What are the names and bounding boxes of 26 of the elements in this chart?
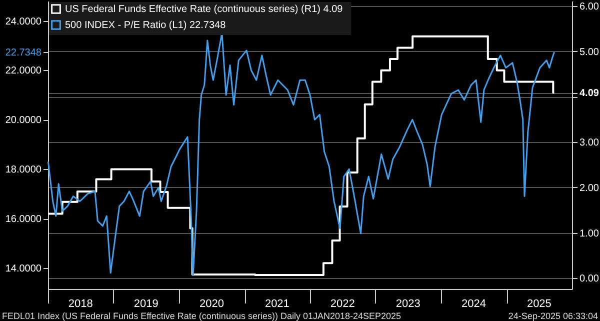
x-tick-label: 2020 [199,298,224,310]
y-tick-label: 16.0000 [5,214,42,226]
text: 24-Sep-2025 06:33:04 [508,311,598,321]
y2-tick-label: 6.00 [580,1,600,12]
legend-label: 500 INDEX - P/E Ratio (L1) 22.7348 [65,20,226,31]
y2-tick-label: 4.09 [580,88,600,100]
x-tick-label: 2023 [396,298,420,310]
x-tick-label: 2022 [330,298,355,310]
y2-tick-label: 5.00 [580,46,600,58]
y2-tick-label: 0.00 [580,274,600,285]
y-tick-label: 22.7348 [5,48,42,59]
y2-tick-label: 3.00 [580,138,600,149]
legend-label: US Federal Funds Effective Rate (continuous series) (R1) 4.09 [65,4,344,15]
x-tick-label: 2021 [264,298,290,310]
y2-tick-label: 1.00 [580,228,600,240]
x-tick-label: 2025 [526,298,552,310]
x-tick-label: 2024 [461,298,486,310]
y-tick-label: 14.0000 [5,263,42,274]
text: FEDL01 Index (US Federal Funds Effective Rate (continuous series)) Daily 01JAN2018-24SEP2025 [2,311,402,321]
y2-tick-label: 2.00 [580,182,600,194]
x-tick-label: 2018 [68,298,93,310]
y-tick-label: 24.0000 [5,16,42,28]
x-tick-label: 2019 [134,298,158,310]
y-tick-label: 22.0000 [5,66,42,77]
y-tick-label: 20.0000 [5,115,42,126]
y-tick-label: 18.0000 [5,164,42,176]
